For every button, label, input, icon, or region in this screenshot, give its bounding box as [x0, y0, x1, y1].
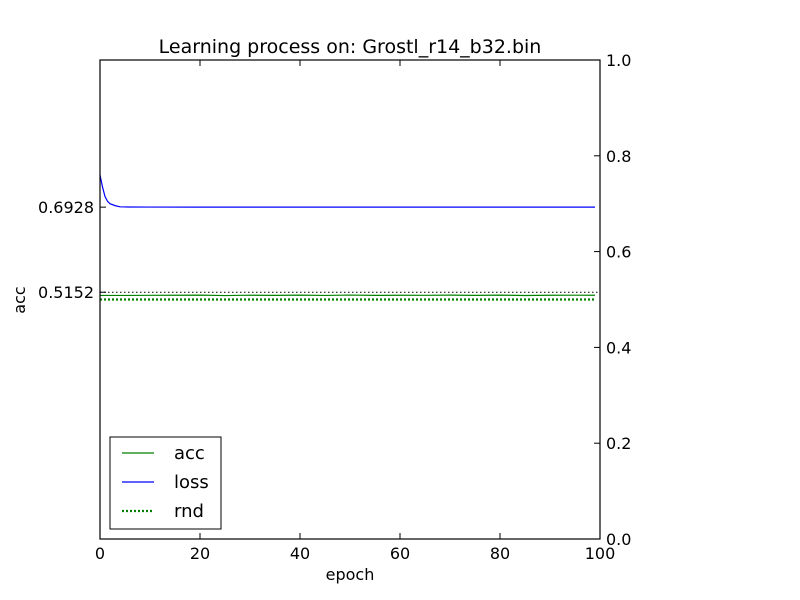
right-y-tick-label: 0.8	[606, 147, 631, 166]
right-y-axis: 0.0 0.2 0.4 0.6 0.8 1.0	[594, 51, 631, 549]
x-tick-label: 100	[585, 544, 616, 563]
legend-rnd-label: rnd	[174, 501, 204, 522]
series-acc-line	[100, 294, 596, 297]
legend-box	[109, 436, 222, 530]
y-axis-label: acc	[10, 286, 29, 313]
series-loss-line	[99, 174, 595, 208]
right-y-tick-label: 0.4	[606, 338, 631, 357]
plot-content	[99, 174, 600, 301]
left-y-tick-label: 0.6928	[38, 198, 94, 217]
legend: acc loss rnd	[109, 436, 222, 530]
x-tick-label: 40	[290, 544, 310, 563]
x-tick-label: 20	[190, 544, 210, 563]
left-y-tick-label: 0.5152	[38, 283, 94, 302]
x-axis-label: epoch	[326, 565, 375, 584]
x-tick-label: 80	[490, 544, 510, 563]
left-y-axis: 0.6928 0.5152	[38, 198, 106, 302]
plot-frame	[99, 59, 601, 540]
x-axis: 0 20 40 60 80 100	[95, 60, 615, 563]
legend-loss-label: loss	[174, 472, 209, 493]
right-y-tick-label: 1.0	[606, 51, 631, 70]
legend-acc-label: acc	[174, 443, 205, 464]
x-tick-label: 0	[95, 544, 105, 563]
right-y-tick-label: 0.2	[606, 434, 631, 453]
x-tick-label: 60	[390, 544, 410, 563]
right-y-tick-label: 0.6	[606, 243, 631, 262]
chart-title: Learning process on: Grostl_r14_b32.bin	[159, 36, 542, 58]
right-y-tick-label: 0.0	[606, 530, 631, 549]
